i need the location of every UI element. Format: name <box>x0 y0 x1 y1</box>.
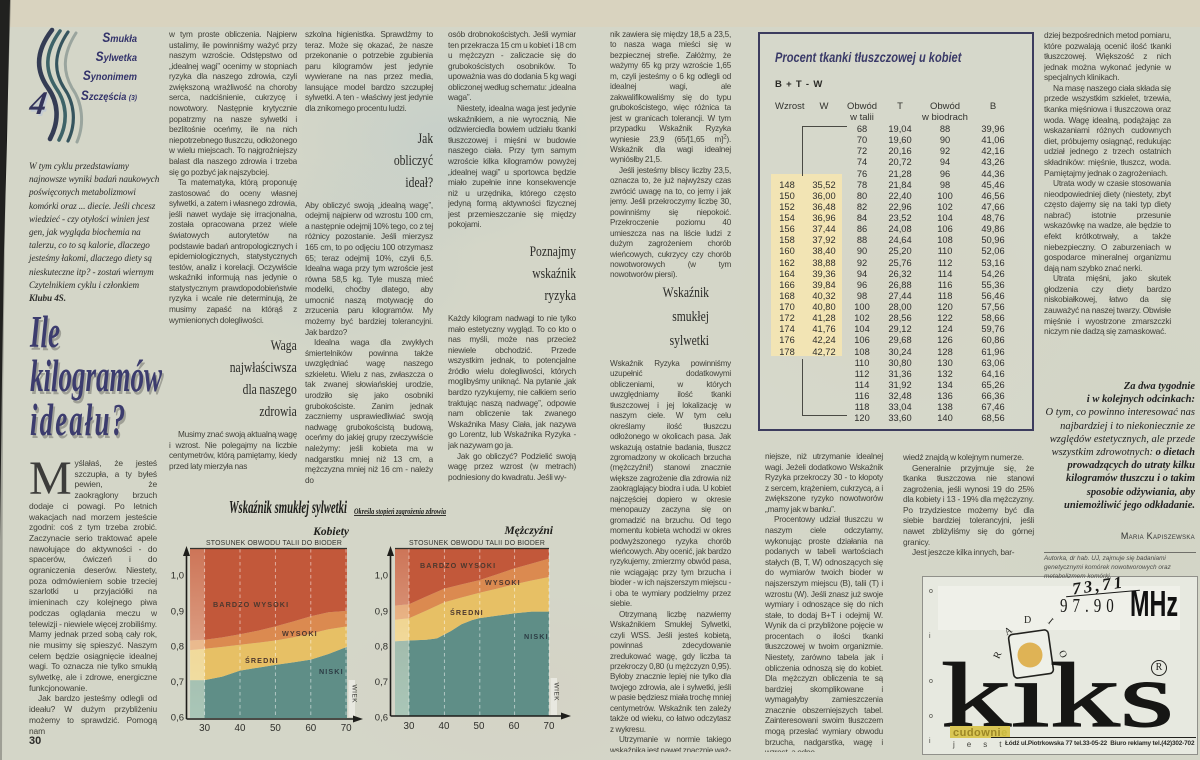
svg-text:D: D <box>1024 615 1031 626</box>
svg-text:0,6: 0,6 <box>171 713 184 724</box>
svg-text:70: 70 <box>341 723 352 734</box>
svg-text:70: 70 <box>544 721 555 732</box>
svg-text:0,7: 0,7 <box>375 677 388 688</box>
svg-text:40: 40 <box>235 723 246 734</box>
svg-text:WIEK: WIEK <box>553 683 560 702</box>
svg-text:WYSOKI: WYSOKI <box>485 578 521 587</box>
svg-text:R: R <box>992 650 1005 661</box>
svg-text:0,7: 0,7 <box>171 677 184 688</box>
svg-text:40: 40 <box>439 721 450 732</box>
svg-text:60: 60 <box>305 723 316 734</box>
svg-text:I: I <box>1045 616 1055 627</box>
svg-text:Określa stopień zagrożenia zdr: Określa stopień zagrożenia zdrowia <box>354 506 446 516</box>
svg-text:NISKI: NISKI <box>319 667 344 676</box>
svg-text:0,9: 0,9 <box>375 607 388 618</box>
svg-text:50: 50 <box>474 721 485 732</box>
svg-text:STOSUNEK OBWODU TALII DO BIODE: STOSUNEK OBWODU TALII DO BIODER <box>409 540 545 547</box>
svg-text:ŚREDNI: ŚREDNI <box>450 608 484 617</box>
svg-text:0,8: 0,8 <box>171 642 184 653</box>
svg-text:0,6: 0,6 <box>375 713 388 724</box>
svg-text:30: 30 <box>199 723 210 734</box>
svg-text:Mężczyźni: Mężczyźni <box>503 525 553 537</box>
svg-text:WIEK: WIEK <box>351 685 358 704</box>
svg-text:ŚREDNI: ŚREDNI <box>245 656 279 665</box>
svg-text:BARDZO WYSOKI: BARDZO WYSOKI <box>420 561 496 570</box>
svg-text:0,9: 0,9 <box>171 607 184 618</box>
svg-text:60: 60 <box>509 721 520 732</box>
svg-text:1,0: 1,0 <box>171 571 184 582</box>
svg-text:Kobiety: Kobiety <box>312 526 350 538</box>
svg-text:STOSUNEK OBWODU TALII DO BIODE: STOSUNEK OBWODU TALII DO BIODER <box>206 540 342 547</box>
svg-text:WYSOKI: WYSOKI <box>282 629 318 638</box>
svg-text:O: O <box>1056 649 1069 660</box>
svg-text:50: 50 <box>270 723 281 734</box>
svg-text:30: 30 <box>404 721 415 732</box>
svg-text:0,8: 0,8 <box>375 642 388 653</box>
svg-text:1,0: 1,0 <box>375 571 388 582</box>
svg-text:Wskaźnik smukłej sylwetki: Wskaźnik smukłej sylwetki <box>229 497 347 517</box>
svg-text:NISKI: NISKI <box>524 632 549 641</box>
svg-text:BARDZO WYSOKI: BARDZO WYSOKI <box>213 600 289 609</box>
